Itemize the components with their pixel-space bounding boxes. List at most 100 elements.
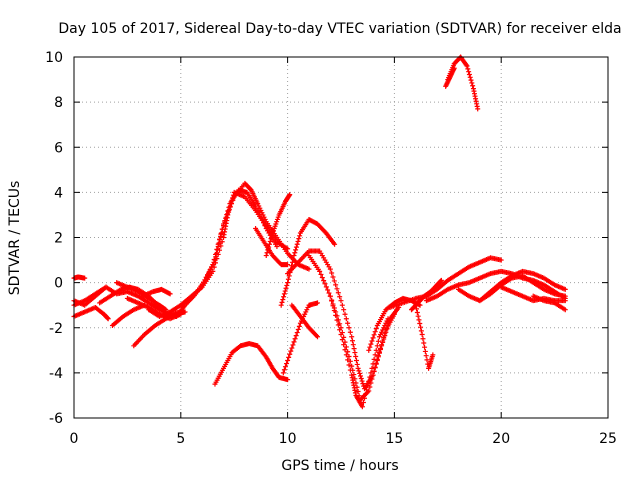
data-point (391, 311, 397, 317)
data-point (371, 332, 377, 338)
data-point (326, 290, 332, 296)
data-point (285, 262, 291, 268)
data-point (214, 246, 220, 252)
data-point (221, 221, 227, 227)
data-point (562, 286, 568, 292)
data-point (323, 284, 329, 290)
data-point (466, 69, 472, 75)
data-point (354, 361, 360, 367)
data-point (331, 278, 337, 284)
data-point (213, 251, 219, 257)
data-point (282, 364, 288, 370)
data-point (341, 307, 347, 313)
data-point (562, 298, 568, 304)
data-point (378, 345, 384, 351)
data-point (279, 299, 285, 305)
data-point (338, 298, 344, 304)
data-point (318, 271, 324, 277)
data-point (355, 365, 361, 371)
data-point (413, 302, 419, 308)
data-point (343, 344, 349, 350)
data-point (203, 274, 209, 280)
data-point (342, 339, 348, 345)
data-point (199, 282, 205, 288)
data-point (293, 333, 299, 339)
data-point (317, 268, 323, 274)
data-point (205, 272, 210, 278)
data-point (359, 404, 365, 410)
series-track-13 (178, 180, 312, 308)
y-tick-label: -4 (49, 366, 63, 382)
data-point (360, 381, 366, 387)
data-point (438, 277, 444, 283)
data-point (219, 226, 225, 232)
data-point (339, 337, 345, 343)
data-point (375, 353, 381, 359)
data-point (562, 307, 568, 313)
data-point (469, 80, 475, 86)
data-point (373, 347, 379, 353)
data-point (321, 278, 327, 284)
data-point (347, 358, 353, 364)
data-point (206, 269, 212, 275)
data-point (333, 282, 339, 288)
data-point (284, 361, 290, 367)
data-point (422, 344, 428, 350)
data-point (330, 274, 336, 280)
data-point (373, 326, 379, 332)
data-point (327, 293, 333, 299)
data-point (366, 378, 372, 384)
data-point (266, 244, 272, 250)
data-point (265, 247, 271, 253)
chart-title: Day 105 of 2017, Sidereal Day-to-day VTE… (58, 21, 621, 37)
data-point (376, 349, 382, 355)
data-point (296, 236, 302, 242)
data-point (182, 309, 188, 315)
data-point (470, 83, 476, 89)
series-track-10 (139, 286, 173, 299)
data-point (421, 340, 427, 346)
data-point (291, 253, 297, 259)
data-point (329, 270, 335, 276)
y-tick-label: -6 (49, 411, 63, 427)
series-track-33 (530, 293, 568, 313)
data-point (269, 233, 275, 239)
series-track-24 (387, 255, 504, 310)
data-point (334, 317, 340, 323)
data-point (281, 367, 287, 373)
data-point (419, 332, 425, 338)
data-point (230, 197, 236, 203)
data-point (467, 74, 473, 80)
data-point (346, 354, 352, 360)
data-point (285, 280, 291, 286)
data-point (343, 352, 349, 358)
data-point (266, 241, 272, 247)
x-tick-label: 5 (176, 431, 185, 447)
data-point (289, 259, 295, 265)
data-point (227, 204, 233, 210)
data-point (315, 300, 321, 306)
data-point (294, 330, 300, 336)
data-point (218, 231, 224, 237)
data-point (274, 244, 280, 250)
data-point (280, 297, 286, 303)
data-point (226, 207, 232, 213)
data-point (349, 338, 355, 344)
data-point (468, 77, 474, 83)
data-point (369, 338, 375, 344)
series-track-11 (146, 189, 291, 319)
data-point (381, 334, 387, 340)
data-point (372, 329, 378, 335)
data-point (295, 326, 301, 332)
data-point (222, 218, 228, 224)
data-point (347, 329, 353, 335)
data-point (282, 288, 288, 294)
data-point (293, 247, 299, 253)
y-tick-label: 4 (54, 185, 63, 201)
data-point (367, 374, 373, 380)
series-track-04 (71, 284, 109, 308)
data-point (337, 327, 343, 333)
data-point (337, 294, 343, 300)
